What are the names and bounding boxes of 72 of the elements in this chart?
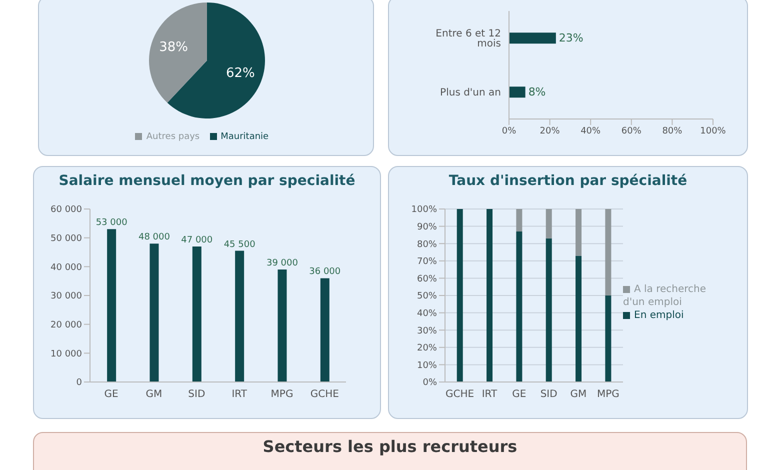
y-tick-label: 40 000 [50,262,82,273]
y-tick-label: 100% [411,205,438,216]
bar [320,278,330,382]
legend-label: En emploi [634,310,684,321]
x-tick-label: GE [104,389,118,400]
y-tick-label: 90% [416,222,438,232]
x-tick-label: GM [570,389,587,400]
y-tick-label: 30 000 [50,292,82,302]
bar [278,270,287,382]
x-tick-label: GCHE [310,389,339,400]
y-tick-label: 0% [422,378,438,388]
x-tick-label: MPG [270,389,294,400]
data-label: 39 000 [266,258,298,269]
data-label: 62% [226,66,255,82]
bar [486,209,493,382]
x-tick-label: GCHE [446,389,474,400]
bar [546,238,552,382]
y-tick-label: 0 [76,378,82,388]
x-tick-label: 100% [700,126,726,136]
legend-label: Autres pays [146,132,200,142]
chart-title: Salaire mensuel moyen par specialité [58,172,356,191]
x-tick-label: SID [540,389,558,400]
legend-label: Mauritanie [220,132,269,142]
bar [605,209,612,296]
y-tick-label: Plus d'un an [440,88,501,99]
data-label: 48 000 [138,232,170,243]
data-label: 8% [528,86,546,99]
y-tick-label: 70% [416,257,438,268]
bar [546,209,552,238]
bar [576,209,582,256]
x-tick-label: 20% [540,126,560,136]
y-tick-label: 80% [416,240,438,250]
data-label: 47 000 [181,235,213,246]
bar [235,250,244,382]
bar [456,209,463,382]
bar [192,246,202,382]
x-tick-label: 40% [580,126,602,136]
bar [576,256,582,382]
chart-title: Taux d'insertion par spécialité [448,172,688,191]
y-tick-label: 40% [416,308,438,319]
bar [516,209,522,232]
bar [107,229,116,382]
x-tick-label: MPG [596,389,620,400]
data-label: 36 000 [309,267,341,278]
data-label: 38% [159,40,188,55]
x-tick-label: 0% [502,126,517,136]
y-tick-label: 10% [416,360,438,371]
data-label: 23% [558,32,584,45]
y-tick-label: 60% [416,274,438,284]
x-tick-label: 60% [621,126,642,136]
y-tick-label: 20 000 [50,320,82,331]
bar [150,244,159,382]
bar [605,296,612,382]
pie-slice [149,2,207,103]
data-label: 45 500 [224,240,256,250]
y-tick-label: 50% [416,292,438,302]
x-tick-label: IRT [482,389,498,400]
x-tick-label: 80% [662,126,683,136]
x-tick-label: SID [188,389,206,400]
y-tick-label: 30% [416,326,438,336]
x-tick-label: GM [146,389,162,400]
y-tick-label: 10 000 [50,349,82,360]
x-tick-label: IRT [232,389,248,400]
data-label: 53 000 [96,218,128,228]
y-tick-label: 20% [416,344,438,354]
legend-label: A la recherche d'un emploi [623,284,706,308]
bar [516,231,522,382]
y-tick-label: 50 000 [50,234,82,244]
y-tick-label: 60 000 [50,205,82,216]
text: Secteurs les plus recruteurs [262,436,518,456]
y-tick-label: Entre 6 et 12 mois [436,28,501,50]
x-tick-label: GE [512,389,526,400]
